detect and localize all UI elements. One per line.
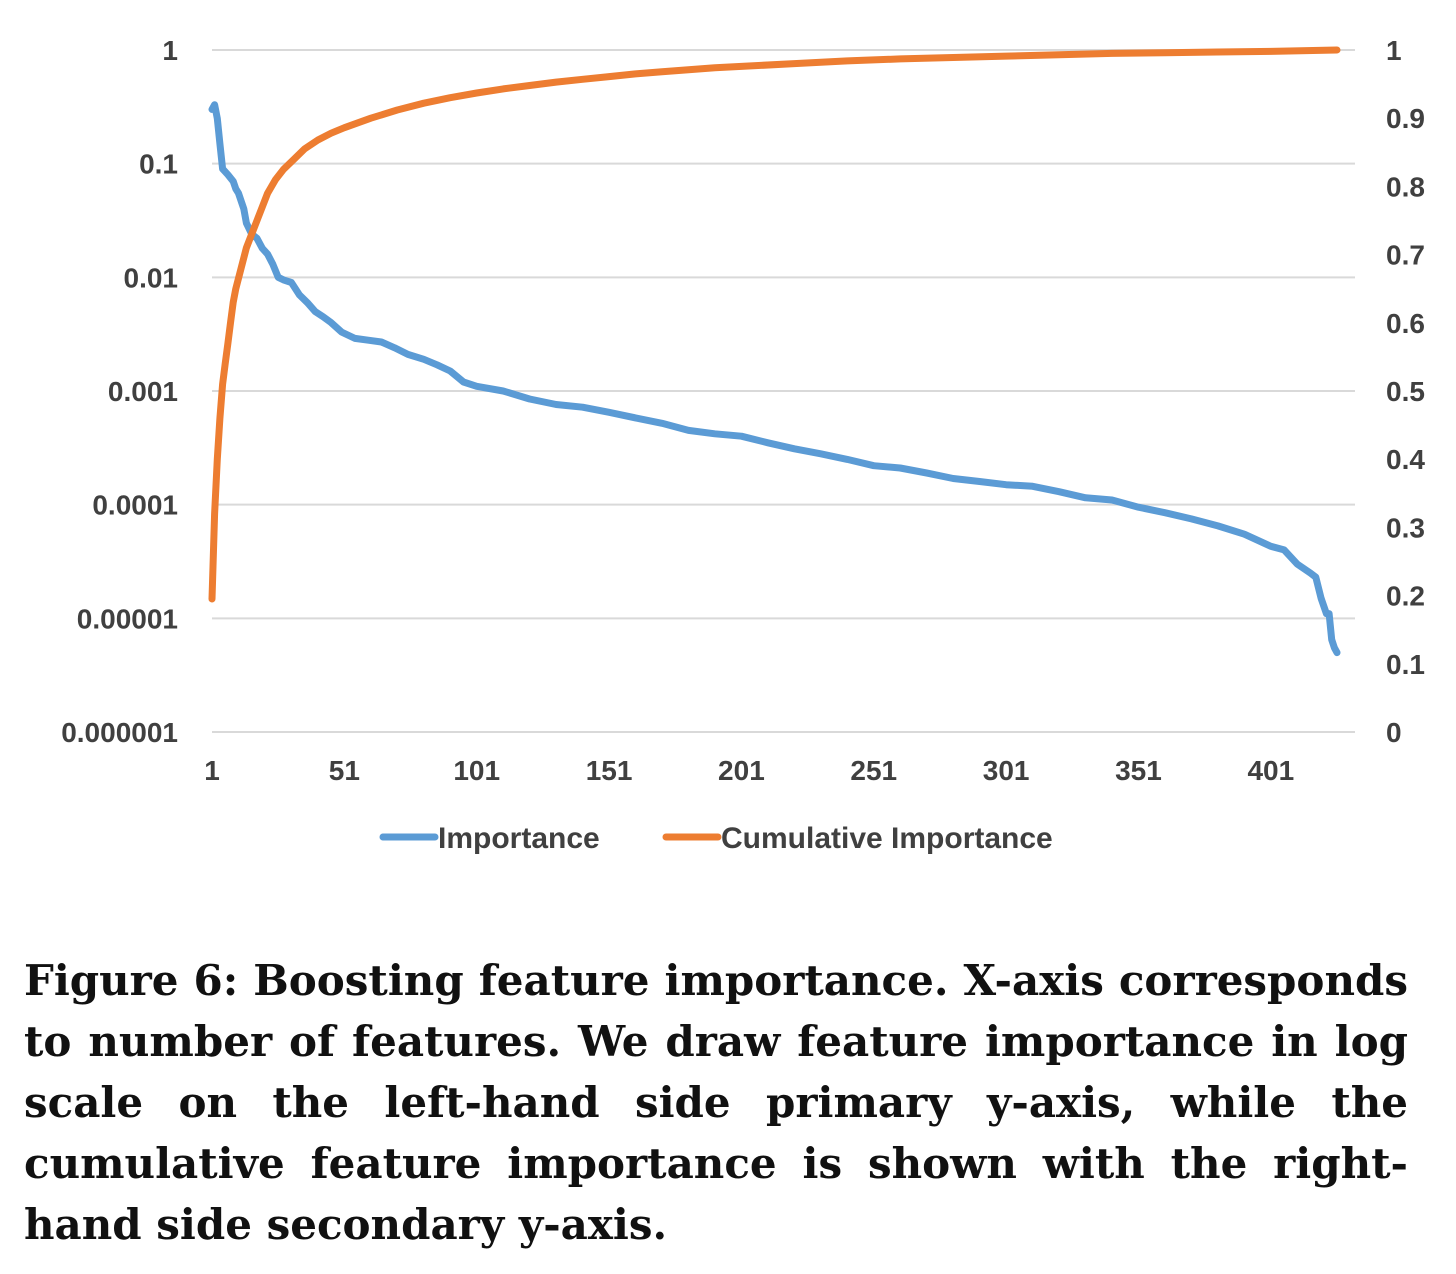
left-y-tick-label: 1	[162, 35, 178, 66]
right-y-tick-label: 0.7	[1386, 240, 1425, 271]
left-y-tick-label: 0.00001	[77, 603, 178, 634]
x-tick-label: 251	[850, 755, 897, 786]
x-tick-label: 151	[586, 755, 633, 786]
legend-label-cumulative-importance: Cumulative Importance	[721, 822, 1053, 855]
legend-label-importance: Importance	[438, 822, 600, 855]
right-y-tick-label: 0.4	[1386, 444, 1425, 475]
x-tick-label: 401	[1247, 755, 1294, 786]
x-tick-label: 1	[204, 755, 220, 786]
right-y-tick-label: 0.6	[1386, 308, 1425, 339]
feature-importance-chart: 1 0.1 0.01 0.001 0.0001 0.00001 0.000001 1 0.9 0…	[61, 35, 1425, 855]
right-y-tick-label: 0.2	[1386, 581, 1425, 612]
left-y-tick-label: 0.0001	[92, 490, 178, 521]
chart-area: 1 0.1 0.01 0.001 0.0001 0.00001 0.000001 1 0.9 0…	[61, 35, 1425, 855]
gridlines	[212, 49, 1355, 733]
left-y-tick-label: 0.01	[124, 262, 179, 293]
right-y-tick-label: 0	[1386, 717, 1402, 748]
right-y-tick-label: 0.8	[1386, 171, 1425, 202]
right-y-tick-label: 0.5	[1386, 376, 1425, 407]
cumulative-importance-series-line	[208, 46, 1341, 603]
x-axis: 1 51 101 151 201 251 301 351 401	[204, 755, 1294, 786]
x-tick-label: 51	[329, 755, 360, 786]
right-y-tick-label: 0.9	[1386, 103, 1425, 134]
left-y-axis: 1 0.1 0.01 0.001 0.0001 0.00001 0.000001	[61, 35, 178, 748]
right-y-tick-label: 0.3	[1386, 512, 1425, 543]
importance-series-line	[208, 101, 1341, 657]
right-y-axis: 1 0.9 0.8 0.7 0.6 0.5 0.4 0.3 0.2 0.1 0	[1386, 35, 1425, 748]
x-tick-label: 301	[983, 755, 1030, 786]
x-tick-label: 101	[453, 755, 500, 786]
legend: Importance Cumulative Importance	[379, 822, 1053, 855]
left-y-tick-label: 0.001	[108, 376, 178, 407]
right-y-tick-label: 0.1	[1386, 649, 1425, 680]
figure-caption: Figure 6: Boosting feature importance. X…	[24, 956, 1408, 1249]
left-y-tick-label: 0.1	[139, 149, 178, 180]
x-tick-label: 201	[718, 755, 765, 786]
series-lines	[208, 46, 1341, 657]
right-y-tick-label: 1	[1386, 35, 1402, 66]
x-tick-label: 351	[1115, 755, 1162, 786]
left-y-tick-label: 0.000001	[61, 717, 178, 748]
